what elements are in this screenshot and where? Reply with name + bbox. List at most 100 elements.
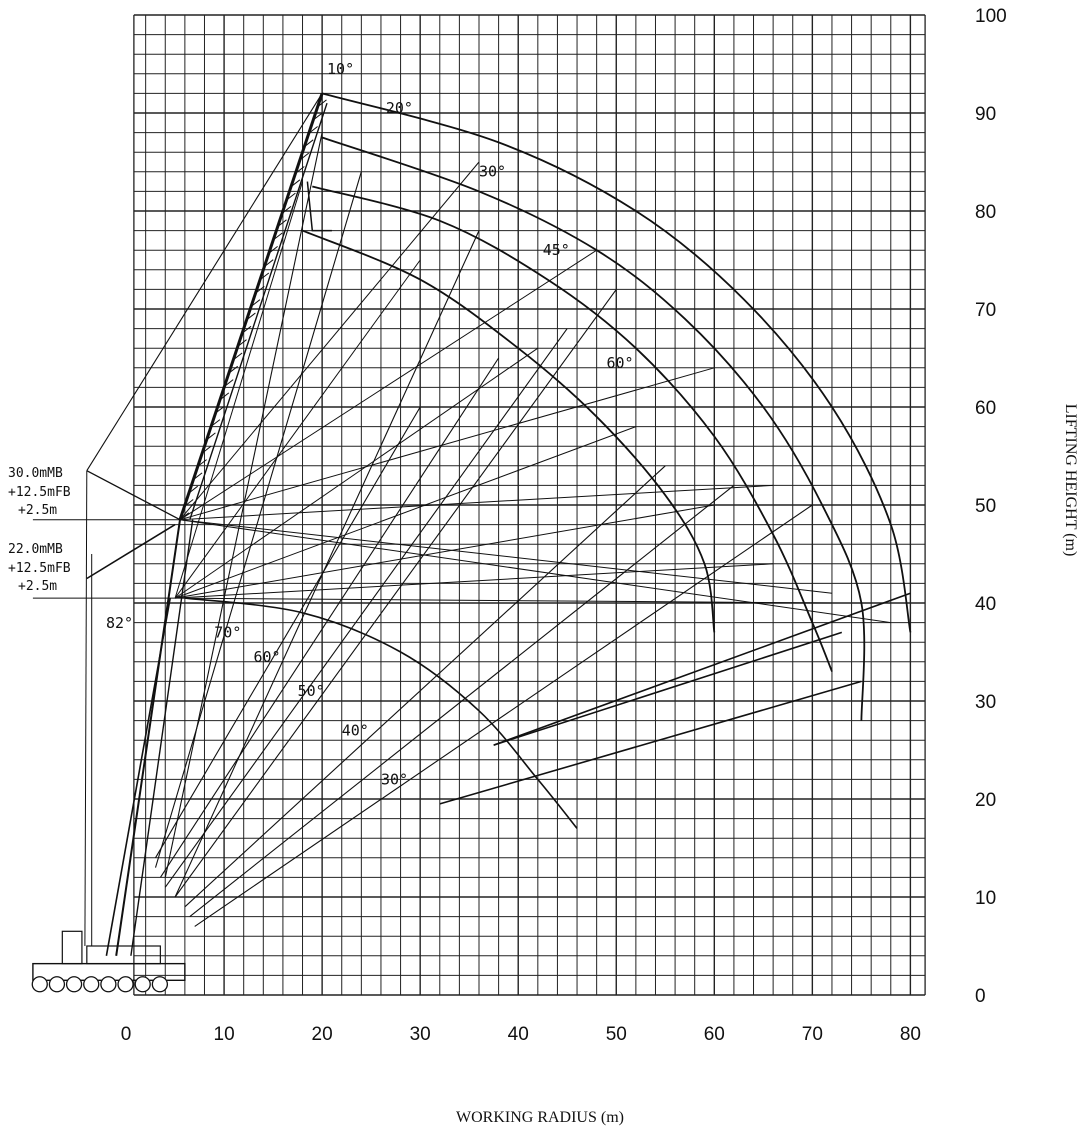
lattice-brace <box>241 325 252 334</box>
y-tick-label: 80 <box>975 202 996 223</box>
main-boom-angle-label: 82° <box>106 614 133 632</box>
lattice-brace <box>317 99 327 108</box>
reach-line <box>184 465 666 908</box>
lattice-brace <box>272 232 283 241</box>
main-boom-short <box>105 597 171 956</box>
lattice-brace <box>215 405 225 414</box>
mast-line <box>84 470 88 947</box>
lattice-brace <box>281 206 292 214</box>
x-tick-label: 10 <box>214 1024 235 1045</box>
lattice-brace <box>268 246 278 254</box>
envelope-curve <box>321 136 866 721</box>
y-tick-label: 10 <box>975 888 996 909</box>
jib-radial-line <box>175 504 715 599</box>
chart-labels: 0 10 20 30 40 50 60 70 80 0 10 20 30 40 50 60 70 80 90 100 1… <box>121 6 1007 1045</box>
lattice-brace <box>228 365 239 374</box>
x-tick-label: 30 <box>410 1024 431 1045</box>
lower-limit-line <box>493 592 911 746</box>
jib-radial-line <box>175 597 833 604</box>
jib-radial-line <box>175 563 774 599</box>
lattice-brace <box>286 192 296 201</box>
upper-angle-label: 45° <box>543 241 570 259</box>
y-tick-label: 0 <box>975 986 986 1007</box>
envelope-curve <box>302 229 716 633</box>
x-tick-label: 40 <box>508 1024 529 1045</box>
crane-wheel <box>117 976 134 993</box>
lattice-brace <box>246 312 256 321</box>
lattice-brace <box>304 139 314 148</box>
y-tick-label: 70 <box>975 300 996 321</box>
crane-wheel <box>83 976 100 993</box>
reach-line <box>194 504 813 927</box>
lattice-brace <box>184 499 194 507</box>
config-2-line3: +2.5m <box>18 579 57 594</box>
reach-line <box>164 328 568 888</box>
lattice-brace <box>312 112 323 121</box>
crane-wheel <box>134 976 151 993</box>
lattice-brace <box>290 179 301 188</box>
crane-wheel <box>65 976 83 993</box>
x-axis-title: WORKING RADIUS (m) <box>456 1109 624 1126</box>
upper-angle-label: 20° <box>386 99 413 117</box>
lattice-jib-edge <box>189 102 328 520</box>
reach-line <box>174 289 617 898</box>
jib-radial-line <box>179 249 597 521</box>
config-1-line1: 30.0mMB <box>8 466 63 481</box>
lattice-brace <box>197 459 207 467</box>
x-tick-label: 0 <box>121 1024 132 1045</box>
jib-radial-line <box>174 259 421 599</box>
jib-radial-line <box>174 426 637 599</box>
lattice-brace <box>206 432 216 441</box>
jib-radial-line <box>179 484 774 521</box>
envelope-curve <box>312 185 833 672</box>
lower-limit-line <box>439 680 862 805</box>
lower-limit-line <box>493 631 843 746</box>
config-1-line3: +2.5m <box>18 503 57 518</box>
main-boom-long <box>115 519 181 956</box>
lattice-brace <box>201 445 212 454</box>
reach-line <box>154 171 362 868</box>
crane-superstructure <box>86 945 161 965</box>
y-tick-label: 60 <box>975 398 996 419</box>
jib-tip-block <box>306 181 332 232</box>
lattice-brace <box>277 219 287 227</box>
lower-angle-label: 30° <box>381 770 408 788</box>
mast-stay <box>86 470 181 521</box>
reach-line <box>189 484 735 918</box>
lower-angle-label: 70° <box>214 623 241 641</box>
x-tick-label: 70 <box>802 1024 823 1045</box>
lattice-brace <box>210 419 221 427</box>
crane-wheel <box>151 976 169 993</box>
jib-backstay <box>86 93 323 471</box>
lattice-brace <box>224 379 234 387</box>
crane-illustration <box>31 92 332 993</box>
lower-envelope-curve <box>184 597 578 829</box>
lattice-brace <box>299 152 310 161</box>
lattice-brace <box>308 126 318 134</box>
lattice-brace <box>219 392 230 401</box>
crane-wheel <box>31 976 48 993</box>
lattice-brace <box>192 472 203 481</box>
x-tick-label: 60 <box>704 1024 725 1045</box>
chart-curves <box>154 92 912 927</box>
crane-cab <box>61 930 83 965</box>
y-tick-label: 100 <box>975 6 1007 27</box>
y-axis-title: LIFTING HEIGHT (m) <box>1062 404 1079 557</box>
upper-angle-label: 30° <box>479 163 506 181</box>
lattice-brace <box>188 485 199 494</box>
lattice-brace <box>295 166 305 174</box>
jib-radial-line <box>179 367 715 521</box>
jib-radial-line <box>179 161 480 521</box>
lower-angle-label: 50° <box>298 682 325 700</box>
x-tick-label: 50 <box>606 1024 627 1045</box>
jib-radial-line <box>174 181 303 599</box>
lattice-brace <box>259 272 270 281</box>
y-tick-label: 40 <box>975 594 996 615</box>
lower-angle-label: 40° <box>342 721 369 739</box>
config-2-line2: +12.5mFB <box>8 561 71 576</box>
x-tick-label: 20 <box>312 1024 333 1045</box>
crane-wheel <box>100 976 117 993</box>
chart-grid <box>133 14 926 996</box>
lattice-brace <box>237 339 247 347</box>
